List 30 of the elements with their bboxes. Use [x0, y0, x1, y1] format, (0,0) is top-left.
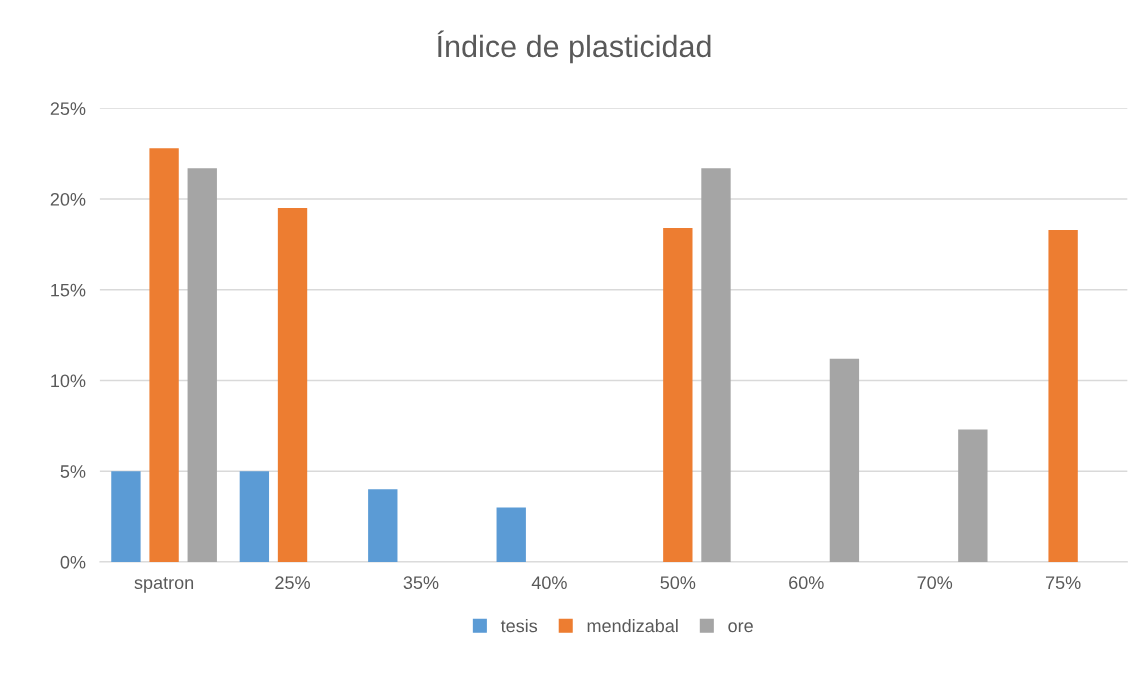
x-tick-label: 25%: [275, 576, 310, 590]
bar: [701, 168, 731, 562]
bar: [1048, 229, 1078, 562]
x-tick-label: spatron: [134, 577, 194, 593]
x-tick-label: 40%: [531, 576, 567, 590]
x-tick-label: 75%: [1045, 576, 1081, 590]
x-tick-label: 50%: [660, 576, 696, 590]
x-tick-label: 70%: [917, 576, 953, 590]
x-tick-label: 60%: [789, 576, 824, 590]
bar: [111, 471, 141, 562]
bar: [663, 228, 693, 562]
chart-title: Índice de plasticidad: [437, 30, 711, 64]
bar: [496, 507, 526, 562]
y-tick-label: 0%: [60, 555, 86, 569]
x-tick-label: 35%: [403, 576, 439, 590]
y-tick-label: 20%: [50, 192, 86, 206]
y-tick-label: 25%: [50, 102, 86, 116]
legend-label: ore: [728, 622, 753, 633]
bar: [958, 429, 988, 562]
bar: [368, 489, 398, 562]
y-tick-label: 15%: [51, 283, 86, 297]
y-tick-label: 5%: [60, 465, 86, 478]
bar: [239, 471, 270, 562]
bar: [829, 358, 860, 562]
bar: [187, 168, 217, 562]
legend-label: tesis: [500, 618, 538, 633]
bar: [277, 208, 308, 562]
legend-label: mendizabal: [587, 618, 678, 633]
y-tick-label: 10%: [51, 374, 86, 388]
bar: [149, 148, 179, 562]
